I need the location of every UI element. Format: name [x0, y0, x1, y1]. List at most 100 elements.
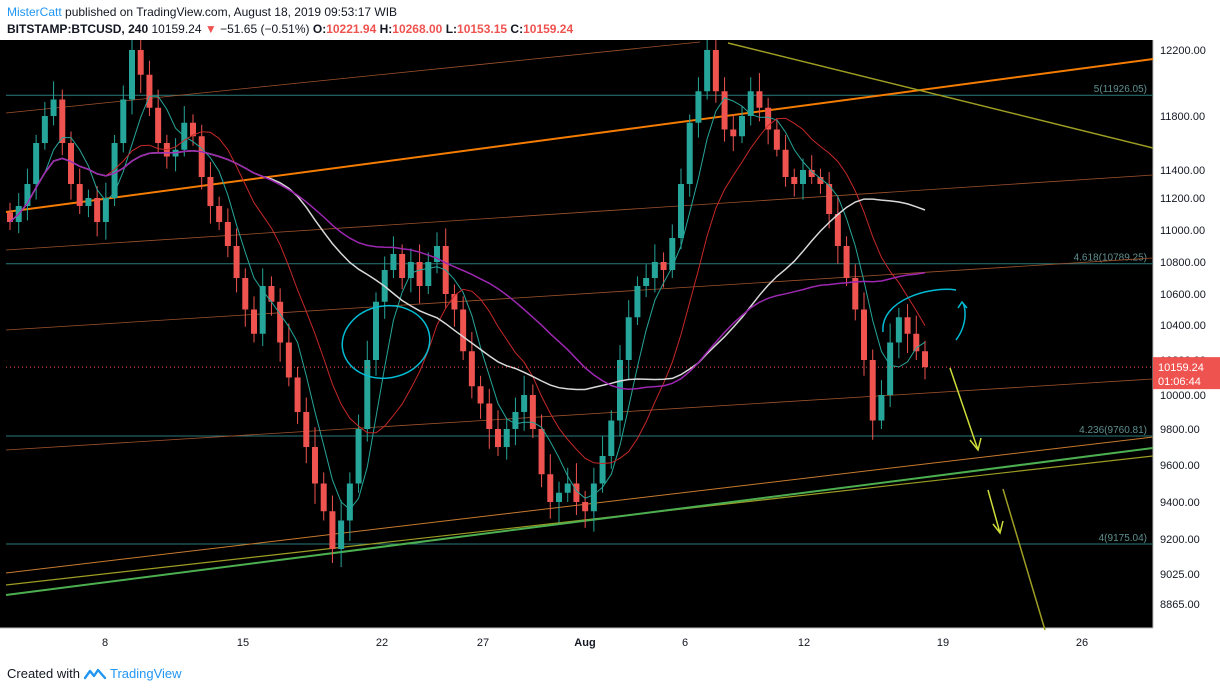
candle-body	[695, 91, 702, 123]
candle-body	[364, 360, 371, 429]
candle-body	[373, 301, 379, 360]
fib-level-label: 4.618(10789.25)	[1074, 253, 1147, 264]
plot-background	[0, 40, 1153, 628]
price-chart[interactable]: 12200.00 11800.00 11400.00 11200.00 11000.00…	[0, 31, 1220, 658]
candle-body	[529, 395, 536, 429]
countdown-label: 01:06:44	[1158, 376, 1201, 388]
candle-body	[861, 309, 867, 360]
candle-body	[782, 149, 789, 177]
candle-body	[869, 360, 876, 421]
x-tick-label: Aug	[574, 637, 595, 649]
price-tag-label: 10159.24	[1158, 362, 1204, 374]
candle-body	[277, 301, 284, 343]
x-tick-label: 22	[376, 637, 388, 649]
candle-body	[59, 99, 66, 143]
candle-body	[468, 351, 475, 387]
candle-body	[643, 278, 650, 286]
candle-body	[678, 184, 684, 238]
channel-line	[5, 378, 1154, 451]
y-tick-label: 10800.00	[1160, 257, 1206, 269]
close-label: C:	[510, 22, 524, 36]
cyan-up-arrow-annotation	[955, 300, 968, 341]
candle-body	[895, 317, 902, 343]
candle-body	[904, 317, 911, 334]
close-value: 10159.24	[523, 22, 574, 36]
time-axis-background	[0, 628, 1220, 658]
candle-body	[625, 317, 632, 360]
candle-body	[407, 262, 414, 278]
candle-body	[224, 222, 231, 246]
candle-body	[259, 286, 266, 334]
ohlc-line: BITSTAMP:BTCUSD, 240 10159.24 ▼ −51.65 (…	[7, 22, 573, 36]
candle-body	[512, 412, 519, 429]
candle-body	[477, 386, 484, 404]
candle-body	[739, 116, 745, 137]
open-label: O:	[312, 22, 327, 36]
candle-body	[399, 254, 406, 278]
chart-area[interactable]: 12200.00 11800.00 11400.00 11200.00 11000.00…	[0, 31, 1220, 658]
candle-body	[756, 91, 763, 108]
candle-body	[608, 420, 615, 456]
y-tick-label: 9200.00	[1160, 534, 1200, 546]
cyan-circle-annotation	[341, 304, 431, 380]
candle-body	[887, 342, 894, 395]
symbol-label: BITSTAMP:BTCUSD, 240	[7, 22, 149, 36]
x-tick-label: 19	[937, 637, 949, 649]
y-tick-label: 11800.00	[1160, 111, 1205, 123]
candle-body	[599, 456, 606, 484]
x-tick-label: 8	[102, 637, 108, 649]
y-tick-label: 9400.00	[1160, 497, 1200, 509]
candle-body	[556, 492, 562, 502]
olive-resistance-line	[727, 42, 1154, 149]
candle-body	[155, 107, 162, 143]
candle-body	[312, 447, 318, 484]
candle-body	[76, 184, 83, 206]
candle-body	[773, 129, 780, 150]
x-tick-label: 12	[798, 637, 810, 649]
candle-body	[416, 262, 423, 286]
candle-body	[146, 74, 153, 108]
ema-mid-line	[9, 117, 926, 465]
candle-body	[233, 246, 240, 278]
candle-body	[434, 246, 440, 262]
candle-body	[102, 198, 109, 222]
candle-body	[660, 262, 667, 270]
candle-body	[460, 309, 467, 352]
candle-body	[68, 143, 74, 184]
author-link[interactable]: MisterCatt	[7, 5, 62, 19]
candle-body	[686, 122, 693, 184]
high-value: 10268.00	[392, 22, 443, 36]
ema-fast-line	[9, 95, 926, 511]
tradingview-link[interactable]: TradingView	[109, 666, 182, 681]
y-tick-label: 10000.00	[1160, 390, 1206, 402]
candle-body	[190, 122, 196, 137]
candle-body	[826, 184, 833, 214]
candle-body	[303, 412, 310, 447]
y-tick-label: 10400.00	[1160, 320, 1206, 332]
candle-body	[747, 91, 754, 116]
candle-body	[85, 198, 92, 206]
candle-body	[730, 129, 737, 137]
candle-body	[521, 395, 528, 412]
candle-body	[651, 262, 658, 278]
fib-level-label: 4(9175.04)	[1099, 533, 1147, 544]
y-tick-label: 9800.00	[1160, 424, 1200, 436]
yellow-down-arrow-annotation	[987, 489, 1004, 535]
created-with-text: Created with	[7, 666, 80, 681]
candle-body	[425, 262, 432, 286]
channel-line	[5, 436, 1154, 574]
candle-body	[800, 170, 806, 184]
candle-body	[346, 483, 353, 521]
candle-body	[338, 520, 345, 549]
published-text: published on TradingView.com, August 18,…	[65, 5, 398, 19]
candle-body	[834, 214, 841, 246]
candle-body	[765, 107, 772, 130]
candle-body	[216, 206, 223, 222]
candle-body	[41, 116, 48, 143]
candle-body	[704, 50, 711, 92]
down-arrow-icon: ▼	[204, 22, 217, 36]
low-value: 10153.15	[457, 22, 508, 36]
yellow-down-arrow-annotation	[949, 367, 982, 452]
candle-body	[33, 143, 40, 184]
candle-body	[564, 483, 571, 493]
